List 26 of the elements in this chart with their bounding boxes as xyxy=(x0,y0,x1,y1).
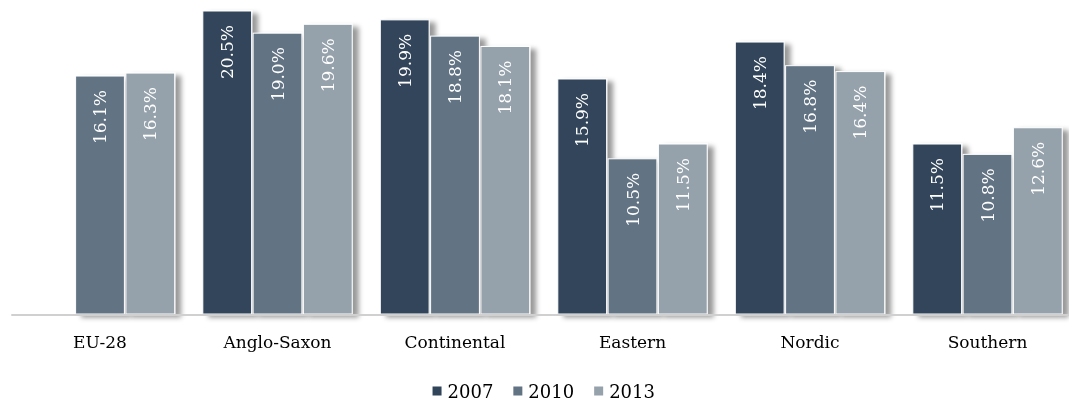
data-label: 18.1% xyxy=(495,60,516,115)
legend-label: 2010 xyxy=(528,380,575,402)
data-label: 16.3% xyxy=(140,87,161,142)
data-label: 10.8% xyxy=(977,168,998,223)
data-label: 19.6% xyxy=(317,38,338,93)
data-label: 16.1% xyxy=(90,90,110,145)
data-label: 18.8% xyxy=(445,50,465,105)
legend-label: 2013 xyxy=(609,380,655,402)
x-tick-label: Eastern xyxy=(598,332,667,352)
data-label: 12.6% xyxy=(1027,141,1048,196)
data-label: 11.5% xyxy=(927,158,948,213)
data-label: 19.9% xyxy=(394,33,415,88)
x-tick-label: Southern xyxy=(947,332,1028,352)
data-label: 16.8% xyxy=(800,79,820,134)
data-label: 15.9% xyxy=(572,92,593,148)
x-tick-label: Anglo-Saxon xyxy=(222,332,332,352)
data-label: 19.0% xyxy=(267,47,288,102)
x-tick-label: Continental xyxy=(404,332,506,352)
x-tick-label: EU-28 xyxy=(73,332,127,352)
data-label: 18.4% xyxy=(749,56,770,111)
x-tick-label: Nordic xyxy=(780,332,840,352)
data-label: 11.5% xyxy=(672,158,693,213)
data-label: 16.4% xyxy=(850,85,871,140)
data-label: 20.5% xyxy=(217,25,238,80)
legend-label: 2007 xyxy=(447,380,494,402)
data-label: 10.5% xyxy=(622,172,643,227)
